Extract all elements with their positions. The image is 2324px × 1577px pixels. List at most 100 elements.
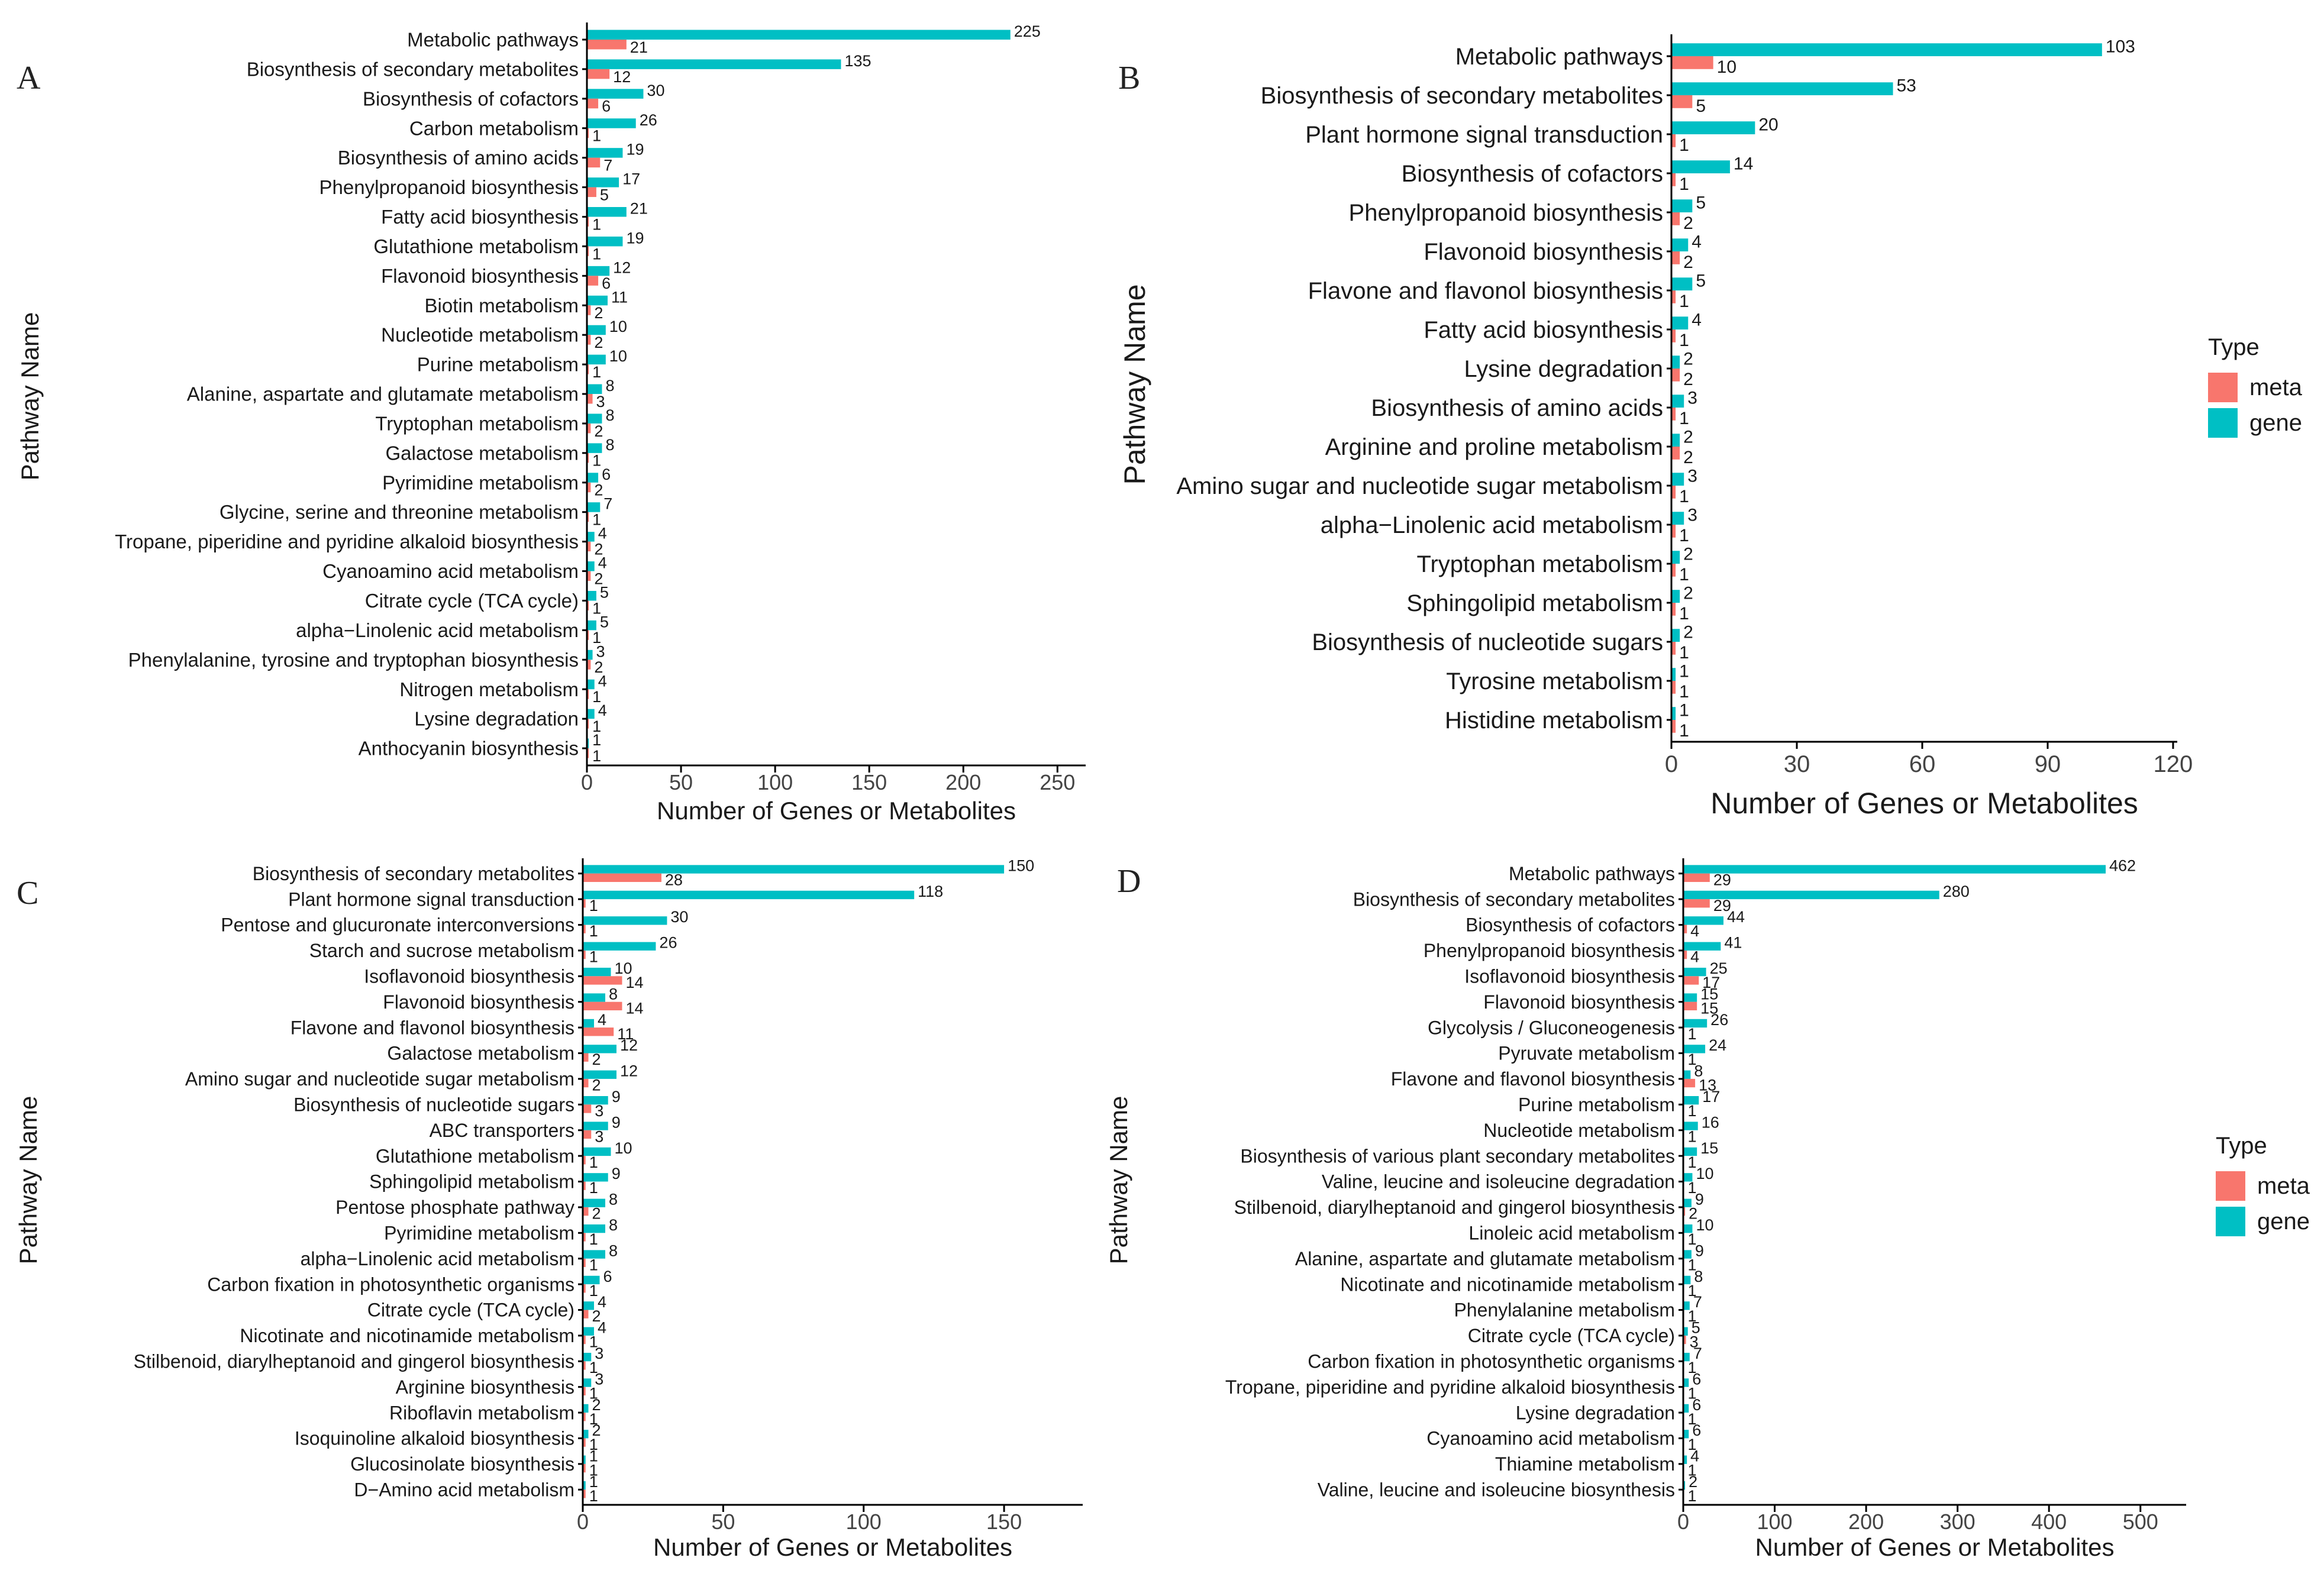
category-label: alpha−Linolenic acid metabolism [1321, 512, 1663, 538]
bar-meta [1683, 1001, 1697, 1011]
bar-gene [587, 709, 595, 719]
category-label: Starch and sucrose metabolism [309, 940, 574, 961]
bar-meta [1683, 925, 1687, 933]
category-label: Carbon metabolism [409, 117, 579, 139]
bar-meta [1671, 408, 1676, 421]
x-tick-label: 50 [711, 1510, 735, 1534]
bar-gene [583, 1352, 592, 1362]
category-label: Pentose and glucuronate interconversions [221, 914, 574, 936]
bar-meta [583, 1053, 589, 1062]
value-label-gene: 6 [1692, 1396, 1701, 1414]
bar-meta [587, 364, 589, 374]
category-label: Riboflavin metabolism [389, 1402, 574, 1423]
x-tick-label: 500 [2123, 1510, 2158, 1534]
value-label-meta: 12 [613, 68, 631, 86]
bar-gene [587, 354, 606, 365]
value-label-gene: 26 [1710, 1011, 1728, 1029]
value-label-gene: 16 [1702, 1113, 1719, 1131]
bar-meta [1671, 251, 1680, 264]
bar-gene [1683, 1070, 1691, 1079]
bar-gene [1683, 1173, 1693, 1182]
bar-gene [1671, 629, 1680, 642]
value-label-gene: 24 [1709, 1036, 1726, 1054]
value-label-meta: 1 [1688, 1256, 1697, 1274]
bar-gene [1683, 1301, 1690, 1310]
value-label-gene: 19 [626, 229, 644, 247]
bar-meta [1671, 525, 1676, 538]
value-label-gene: 3 [1687, 505, 1697, 525]
value-label-gene: 12 [620, 1036, 638, 1054]
bar-gene [1683, 1430, 1689, 1439]
value-label-meta: 3 [596, 393, 605, 411]
value-label-gene: 6 [602, 466, 611, 483]
value-label-meta: 1 [1679, 292, 1689, 311]
value-label-meta: 1 [592, 747, 601, 765]
bar-gene [583, 1198, 605, 1207]
bar-gene [1683, 1147, 1697, 1156]
x-tick-label: 30 [1784, 751, 1810, 777]
value-label-gene: 12 [613, 258, 631, 276]
category-label: Metabolic pathways [407, 29, 579, 51]
value-label-gene: 9 [612, 1088, 621, 1106]
value-label-meta: 1 [592, 599, 601, 617]
bar-gene [1683, 1224, 1693, 1233]
value-label-meta: 1 [589, 1256, 598, 1274]
value-label-gene: 4 [598, 702, 607, 719]
category-label: Citrate cycle (TCA cycle) [365, 590, 579, 612]
value-label-gene: 10 [614, 1139, 632, 1157]
value-label-meta: 1 [592, 245, 601, 263]
value-label-meta: 1 [589, 1462, 598, 1479]
value-label-gene: 4 [598, 525, 607, 542]
category-label: Glycine, serine and threonine metabolism [220, 501, 579, 523]
value-label-gene: 118 [918, 883, 943, 900]
value-label-meta: 1 [1679, 721, 1689, 741]
bar-gene [1671, 590, 1680, 603]
category-label: Linoleic acid metabolism [1468, 1223, 1675, 1244]
panel-letter: C [17, 875, 38, 912]
value-label-meta: 1 [1679, 409, 1689, 428]
category-label: Carbon fixation in photosynthetic organi… [207, 1274, 574, 1295]
bar-gene [587, 59, 841, 69]
category-label: Metabolic pathways [1455, 44, 1663, 70]
x-tick-label: 90 [2035, 751, 2061, 777]
bar-gene [587, 177, 619, 188]
value-label-gene: 8 [605, 406, 614, 424]
category-label: Phenylpropanoid biosynthesis [319, 176, 579, 198]
bar-meta [587, 305, 591, 315]
bar-gene [587, 148, 623, 158]
bar-gene [1683, 1045, 1706, 1054]
value-label-meta: 1 [1679, 331, 1689, 350]
bar-meta [587, 748, 589, 758]
bar-gene [583, 1045, 616, 1054]
bar-meta [583, 1233, 586, 1242]
bar-meta [1683, 1207, 1686, 1216]
value-label-gene: 9 [1695, 1242, 1704, 1259]
value-label-meta: 13 [1699, 1077, 1716, 1094]
bar-meta [587, 423, 591, 434]
value-label-meta: 1 [1688, 1179, 1697, 1197]
bar-meta [1671, 447, 1680, 460]
value-label-meta: 1 [592, 363, 601, 381]
bar-meta [1683, 950, 1687, 959]
category-label: Tryptophan metabolism [1417, 551, 1663, 577]
bar-meta [583, 1387, 586, 1396]
category-label: Citrate cycle (TCA cycle) [367, 1300, 574, 1321]
value-label-gene: 9 [612, 1113, 621, 1131]
value-label-meta: 1 [1688, 1384, 1697, 1402]
bar-gene [1671, 551, 1680, 564]
value-label-gene: 1 [589, 1447, 598, 1465]
legend-label-gene: gene [2249, 410, 2302, 436]
bar-gene [1683, 1275, 1691, 1285]
value-label-gene: 4 [598, 554, 607, 572]
bar-meta [1671, 212, 1680, 225]
bar-meta [587, 128, 589, 138]
bar-meta [587, 541, 591, 552]
value-label-gene: 8 [1694, 1062, 1703, 1080]
value-label-meta: 1 [1679, 135, 1689, 155]
value-label-meta: 1 [589, 1359, 598, 1376]
value-label-meta: 1 [589, 1230, 598, 1248]
value-label-gene: 15 [1700, 1139, 1718, 1157]
value-label-gene: 2 [1683, 544, 1693, 564]
bar-gene [1683, 1019, 1708, 1028]
